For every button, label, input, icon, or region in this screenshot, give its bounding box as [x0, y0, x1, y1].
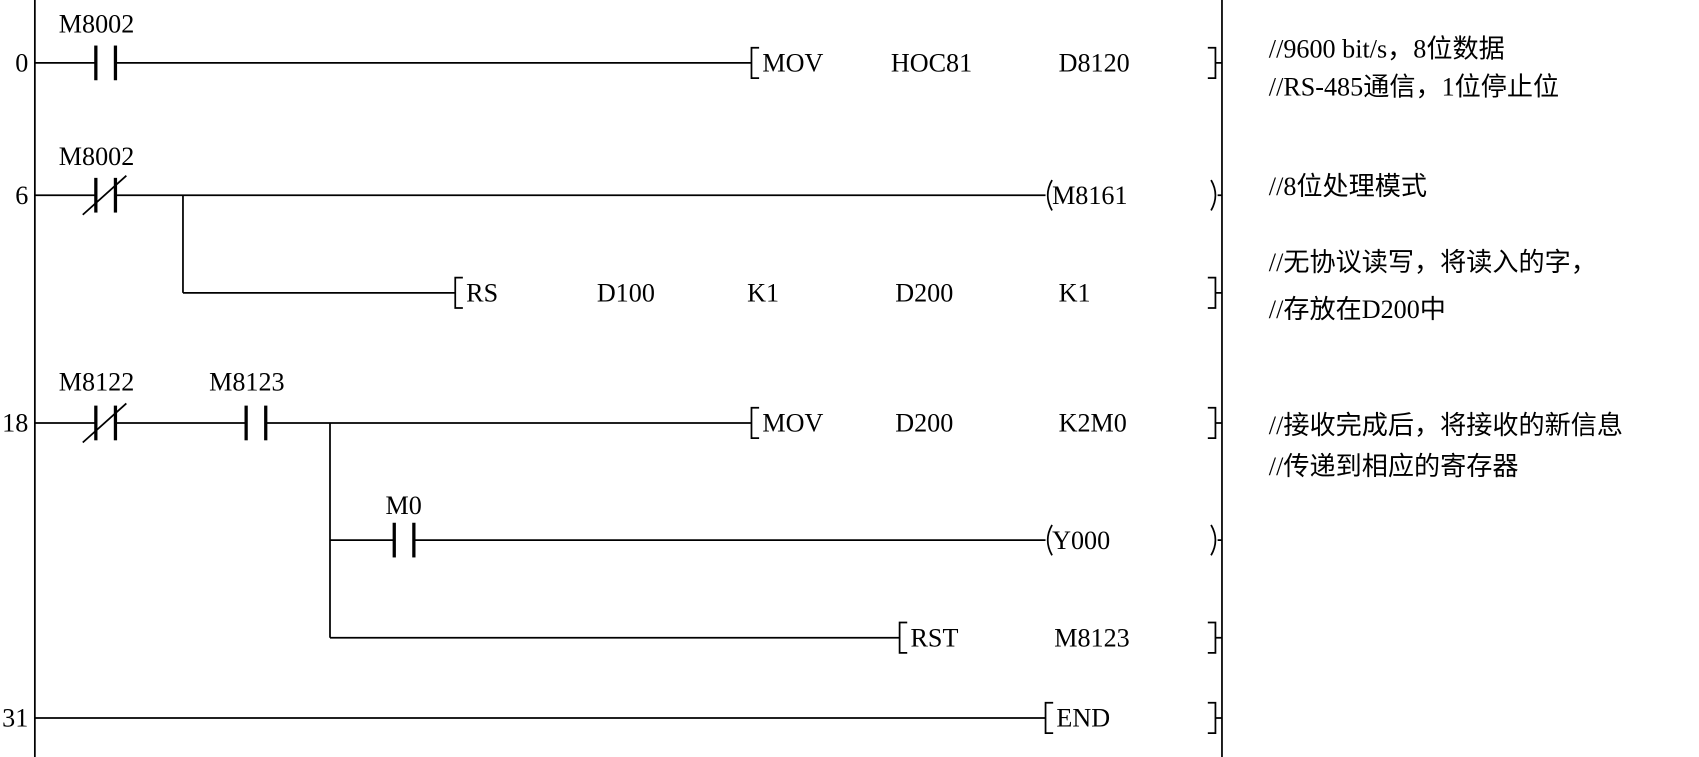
operand: HOC81 [891, 49, 972, 78]
comment: //传递到相应的寄存器 [1269, 452, 1519, 481]
operand: K2M0 [1059, 409, 1127, 438]
operand: K1 [1059, 279, 1091, 308]
step-number: 18 [2, 409, 28, 438]
instruction: RS [466, 279, 498, 308]
operand: M8123 [1054, 623, 1130, 652]
contact-label: M8002 [59, 142, 135, 171]
contact-label: M8002 [59, 10, 135, 39]
step-number: 0 [15, 49, 28, 78]
contact-label: M8123 [209, 367, 285, 396]
rung: 18 M8122 M8123 MOV D200 K2M0 M0 Y000 RST… [2, 367, 1222, 654]
comment: //9600 bit/s，8位数据 [1269, 35, 1505, 64]
comment: //无协议读写，将读入的字， [1269, 248, 1597, 277]
coil: Y000 [1052, 526, 1110, 555]
rung: 6 M8002 M8161 RS D100 K1 D200 K1 [15, 142, 1222, 309]
coil: M8161 [1052, 181, 1128, 210]
instruction: MOV [762, 409, 823, 438]
step-number: 6 [15, 181, 28, 210]
comment: //RS-485通信，1位停止位 [1269, 72, 1559, 101]
operand: K1 [747, 279, 779, 308]
rung: 31 END [2, 701, 1222, 735]
comment: //接收完成后，将接收的新信息 [1269, 411, 1623, 440]
rung: 0 M8002 MOV HOC81 D8120 [15, 10, 1222, 81]
instruction: MOV [762, 49, 823, 78]
step-number: 31 [2, 704, 28, 733]
comment: //8位处理模式 [1269, 172, 1427, 201]
operand: D100 [597, 279, 655, 308]
operand: D8120 [1059, 49, 1130, 78]
instruction: RST [910, 623, 958, 652]
comment: //存放在D200中 [1269, 295, 1446, 324]
instruction: END [1056, 704, 1110, 733]
operand: D200 [895, 279, 953, 308]
contact-label: M0 [386, 491, 422, 520]
contact-label: M8122 [59, 367, 135, 396]
operand: D200 [895, 409, 953, 438]
